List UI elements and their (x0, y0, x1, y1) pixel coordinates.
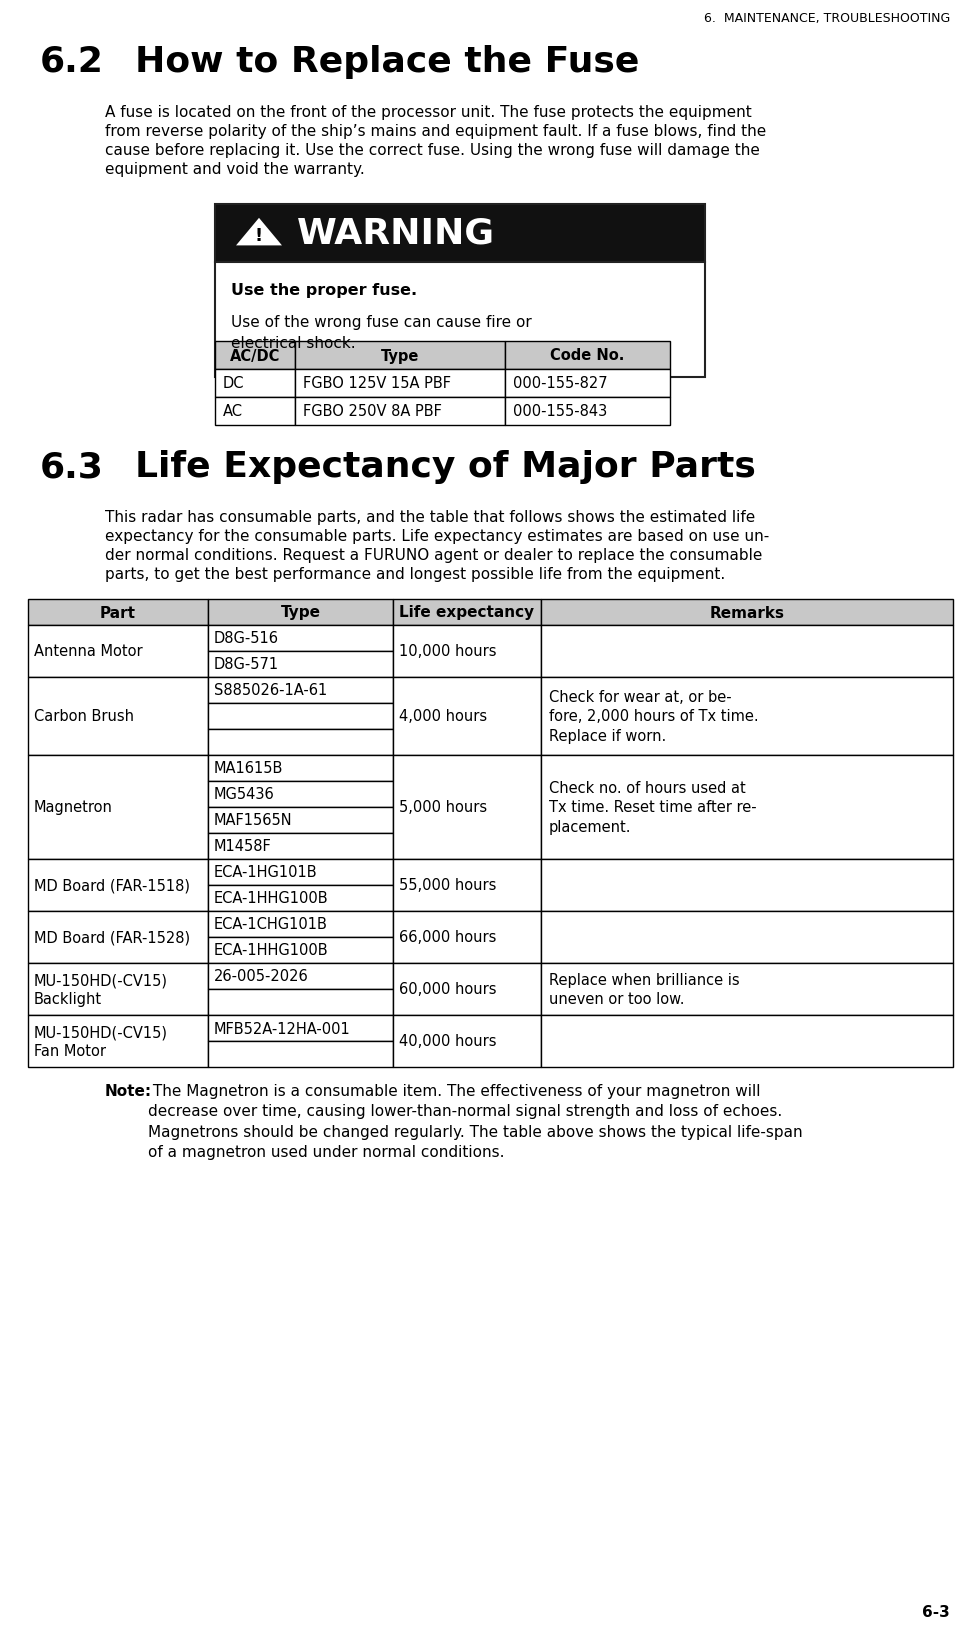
Bar (208, 600, 393, 626)
Bar (28, 911, 208, 964)
Text: Life Expectancy of Major Parts: Life Expectancy of Major Parts (135, 449, 756, 484)
Bar (215, 370, 295, 398)
Bar (393, 1016, 541, 1067)
Text: DC: DC (223, 377, 245, 392)
Bar (393, 677, 541, 756)
Bar (541, 964, 953, 1016)
Bar (505, 370, 670, 398)
Bar (393, 859, 541, 911)
Text: MU-150HD(-CV15)
Fan Motor: MU-150HD(-CV15) Fan Motor (34, 1024, 168, 1059)
Text: S885026-1A-61: S885026-1A-61 (214, 683, 328, 698)
Text: Antenna Motor: Antenna Motor (34, 644, 142, 659)
Text: ECA-1HG101B: ECA-1HG101B (214, 865, 318, 880)
Bar (541, 1016, 953, 1067)
Bar (541, 626, 953, 677)
Polygon shape (239, 221, 279, 244)
Text: Type: Type (381, 349, 419, 364)
Text: MD Board (FAR-1528): MD Board (FAR-1528) (34, 929, 190, 946)
Text: Type: Type (281, 605, 321, 620)
Bar (393, 756, 541, 859)
Text: !: ! (254, 226, 263, 244)
Text: A fuse is located on the front of the processor unit. The fuse protects the equi: A fuse is located on the front of the pr… (105, 105, 752, 120)
Bar (28, 1016, 208, 1067)
Text: ECA-1CHG101B: ECA-1CHG101B (214, 916, 328, 933)
Text: WARNING: WARNING (297, 216, 495, 251)
Bar (208, 1016, 393, 1041)
Bar (541, 600, 953, 626)
Text: AC: AC (223, 405, 243, 420)
Bar (295, 370, 505, 398)
Text: AC/DC: AC/DC (230, 349, 280, 364)
Text: How to Replace the Fuse: How to Replace the Fuse (135, 44, 640, 79)
Bar (208, 964, 393, 990)
Bar (215, 205, 705, 262)
Text: Magnetron: Magnetron (34, 800, 113, 815)
Text: Code No.: Code No. (550, 349, 625, 364)
Text: equipment and void the warranty.: equipment and void the warranty. (105, 162, 365, 177)
Bar (28, 626, 208, 677)
Bar (208, 652, 393, 677)
Text: Check for wear at, or be-
fore, 2,000 hours of Tx time.
Replace if worn.: Check for wear at, or be- fore, 2,000 ho… (549, 690, 759, 742)
Text: ECA-1HHG100B: ECA-1HHG100B (214, 892, 329, 906)
Bar (208, 859, 393, 885)
Text: MD Board (FAR-1518): MD Board (FAR-1518) (34, 879, 190, 893)
Text: MAF1565N: MAF1565N (214, 813, 292, 828)
Bar (295, 343, 505, 370)
Bar (28, 677, 208, 756)
Text: FGBO 250V 8A PBF: FGBO 250V 8A PBF (303, 405, 442, 420)
Text: MU-150HD(-CV15)
Backlight: MU-150HD(-CV15) Backlight (34, 972, 168, 1006)
Text: 6.2: 6.2 (40, 44, 104, 79)
Bar (208, 938, 393, 964)
Text: 40,000 hours: 40,000 hours (399, 1034, 496, 1049)
Text: 6.3: 6.3 (40, 449, 104, 484)
Text: Life expectancy: Life expectancy (400, 605, 534, 620)
Bar (28, 964, 208, 1016)
Bar (505, 343, 670, 370)
Text: der normal conditions. Request a FURUNO agent or dealer to replace the consumabl: der normal conditions. Request a FURUNO … (105, 547, 762, 562)
Bar (208, 729, 393, 756)
Bar (505, 398, 670, 426)
Bar (215, 262, 705, 377)
Text: Part: Part (100, 605, 136, 620)
Bar (208, 911, 393, 938)
Bar (393, 911, 541, 964)
Bar (208, 782, 393, 808)
Bar (541, 677, 953, 756)
Text: 55,000 hours: 55,000 hours (399, 879, 496, 893)
Text: parts, to get the best performance and longest possible life from the equipment.: parts, to get the best performance and l… (105, 567, 725, 582)
Text: Carbon Brush: Carbon Brush (34, 710, 134, 724)
Bar (208, 885, 393, 911)
Text: 6.  MAINTENANCE, TROUBLESHOOTING: 6. MAINTENANCE, TROUBLESHOOTING (704, 11, 950, 25)
Text: FGBO 125V 15A PBF: FGBO 125V 15A PBF (303, 377, 451, 392)
Text: Use the proper fuse.: Use the proper fuse. (231, 284, 417, 298)
Bar (28, 600, 208, 626)
Bar (215, 343, 295, 370)
Text: Replace when brilliance is
uneven or too low.: Replace when brilliance is uneven or too… (549, 972, 740, 1006)
Text: cause before replacing it. Use the correct fuse. Using the wrong fuse will damag: cause before replacing it. Use the corre… (105, 143, 760, 157)
Bar (393, 600, 541, 626)
Text: Remarks: Remarks (710, 605, 785, 620)
Text: 26-005-2026: 26-005-2026 (214, 969, 309, 983)
Text: MFB52A-12HA-001: MFB52A-12HA-001 (214, 1021, 351, 1036)
Text: 4,000 hours: 4,000 hours (399, 710, 488, 724)
Bar (208, 677, 393, 703)
Text: 000-155-843: 000-155-843 (513, 405, 607, 420)
Text: ECA-1HHG100B: ECA-1HHG100B (214, 942, 329, 957)
Text: The Magnetron is a consumable item. The effectiveness of your magnetron will
dec: The Magnetron is a consumable item. The … (148, 1083, 802, 1159)
Text: Check no. of hours used at
Tx time. Reset time after re-
placement.: Check no. of hours used at Tx time. Rese… (549, 780, 757, 834)
Text: Use of the wrong fuse can cause fire or
electrical shock.: Use of the wrong fuse can cause fire or … (231, 315, 531, 351)
Bar (208, 834, 393, 859)
Text: D8G-571: D8G-571 (214, 657, 279, 672)
Text: 10,000 hours: 10,000 hours (399, 644, 496, 659)
Text: 66,000 hours: 66,000 hours (399, 929, 496, 946)
Text: This radar has consumable parts, and the table that follows shows the estimated : This radar has consumable parts, and the… (105, 510, 756, 524)
Bar (208, 703, 393, 729)
Bar (208, 1041, 393, 1067)
Bar (541, 859, 953, 911)
Bar (215, 398, 295, 426)
Bar (295, 398, 505, 426)
Text: 000-155-827: 000-155-827 (513, 377, 607, 392)
Text: MA1615B: MA1615B (214, 760, 284, 775)
Bar (393, 626, 541, 677)
Bar (28, 756, 208, 859)
